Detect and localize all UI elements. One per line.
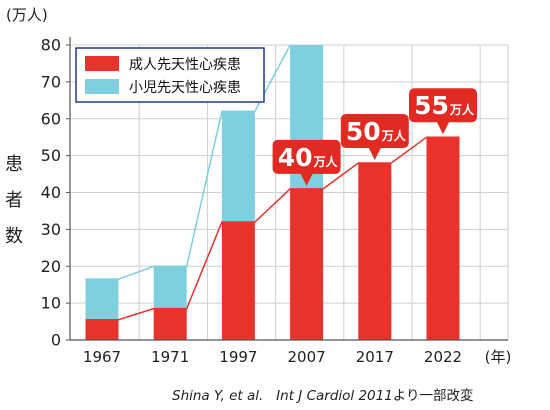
callout-bubble-2022 <box>409 88 477 135</box>
callout-text-2022: 55万人 <box>414 91 475 120</box>
bar-child-1997 <box>221 111 255 222</box>
callout-unit-2017: 万人 <box>381 128 407 143</box>
x-tick-label-2017: 2017 <box>356 348 394 366</box>
x-tick-label-2007: 2007 <box>288 348 326 366</box>
x-axis-unit: (年) <box>485 348 512 366</box>
callout-number-2022: 55 <box>414 91 449 120</box>
callout-unit-2022: 万人 <box>449 102 475 117</box>
bar-adult-1997 <box>221 222 255 340</box>
axes <box>66 37 508 341</box>
bar-adult-2007 <box>290 188 324 340</box>
y-tick-label-10: 10 <box>41 294 61 313</box>
bar-adult-1967 <box>85 319 119 340</box>
y-tick-label-50: 50 <box>41 146 61 165</box>
y-tick-label-40: 40 <box>41 183 61 202</box>
bars <box>85 45 460 340</box>
callout-number-2017: 50 <box>346 117 381 146</box>
y-axis-label-char-1: 者 <box>5 190 23 211</box>
source-authors: Shina Y, et al. <box>172 388 264 404</box>
callout-unit-2007: 万人 <box>312 154 338 169</box>
y-tick-label-60: 60 <box>41 109 61 128</box>
bar-adult-2017 <box>358 163 392 340</box>
callout-number-2007: 40 <box>278 143 313 172</box>
legend-swatch-1 <box>85 79 119 94</box>
source-journal: Int J Cardiol 2011 <box>276 388 393 404</box>
source-citation: Shina Y, et al. Int J Cardiol 2011より一部改変 <box>172 384 542 404</box>
legend-swatch-0 <box>85 56 119 71</box>
y-axis-unit: (万人) <box>6 6 48 24</box>
x-tick-label-2022: 2022 <box>424 348 462 366</box>
trend-line-adult <box>85 136 460 321</box>
bar-adult-1971 <box>153 308 187 340</box>
y-tick-label-30: 30 <box>41 220 61 239</box>
callout-2022: 55万人 <box>409 88 477 135</box>
labels: 0 10 20 30 40 50 60 70 80 1967 1971 1997 2007 2017 202… <box>5 6 511 366</box>
source-suffix: より一部改変 <box>392 388 474 404</box>
x-tick-label-1971: 1971 <box>151 348 189 366</box>
x-tick-label-1997: 1997 <box>219 348 257 366</box>
callout-bubble-2007 <box>272 139 341 186</box>
y-tick-label-80: 80 <box>41 36 61 55</box>
y-tick-label-70: 70 <box>41 72 61 91</box>
x-tick-label-1967: 1967 <box>83 348 121 366</box>
callout-2017: 50万人 <box>340 114 409 160</box>
y-tick-label-20: 20 <box>41 257 61 276</box>
callout-text-2017: 50万人 <box>346 117 407 146</box>
trend-lines <box>85 45 460 321</box>
bar-child-1967 <box>85 279 119 320</box>
legend-label-0: 成人先天性心疾患 <box>129 57 241 73</box>
bar-child-1971 <box>153 266 187 309</box>
trend-line-child <box>85 45 324 280</box>
callout-text-2007: 40万人 <box>278 143 339 172</box>
y-tick-label-0: 0 <box>51 331 61 350</box>
y-axis-label-char-2: 数 <box>5 226 23 247</box>
bar-adult-2022 <box>426 137 460 340</box>
y-axis-label-char-0: 患 <box>5 154 23 175</box>
legend-label-1: 小児先天性心疾患 <box>129 80 241 96</box>
callout-2007: 40万人 <box>272 139 341 186</box>
callout-bubble-2017 <box>340 114 409 160</box>
